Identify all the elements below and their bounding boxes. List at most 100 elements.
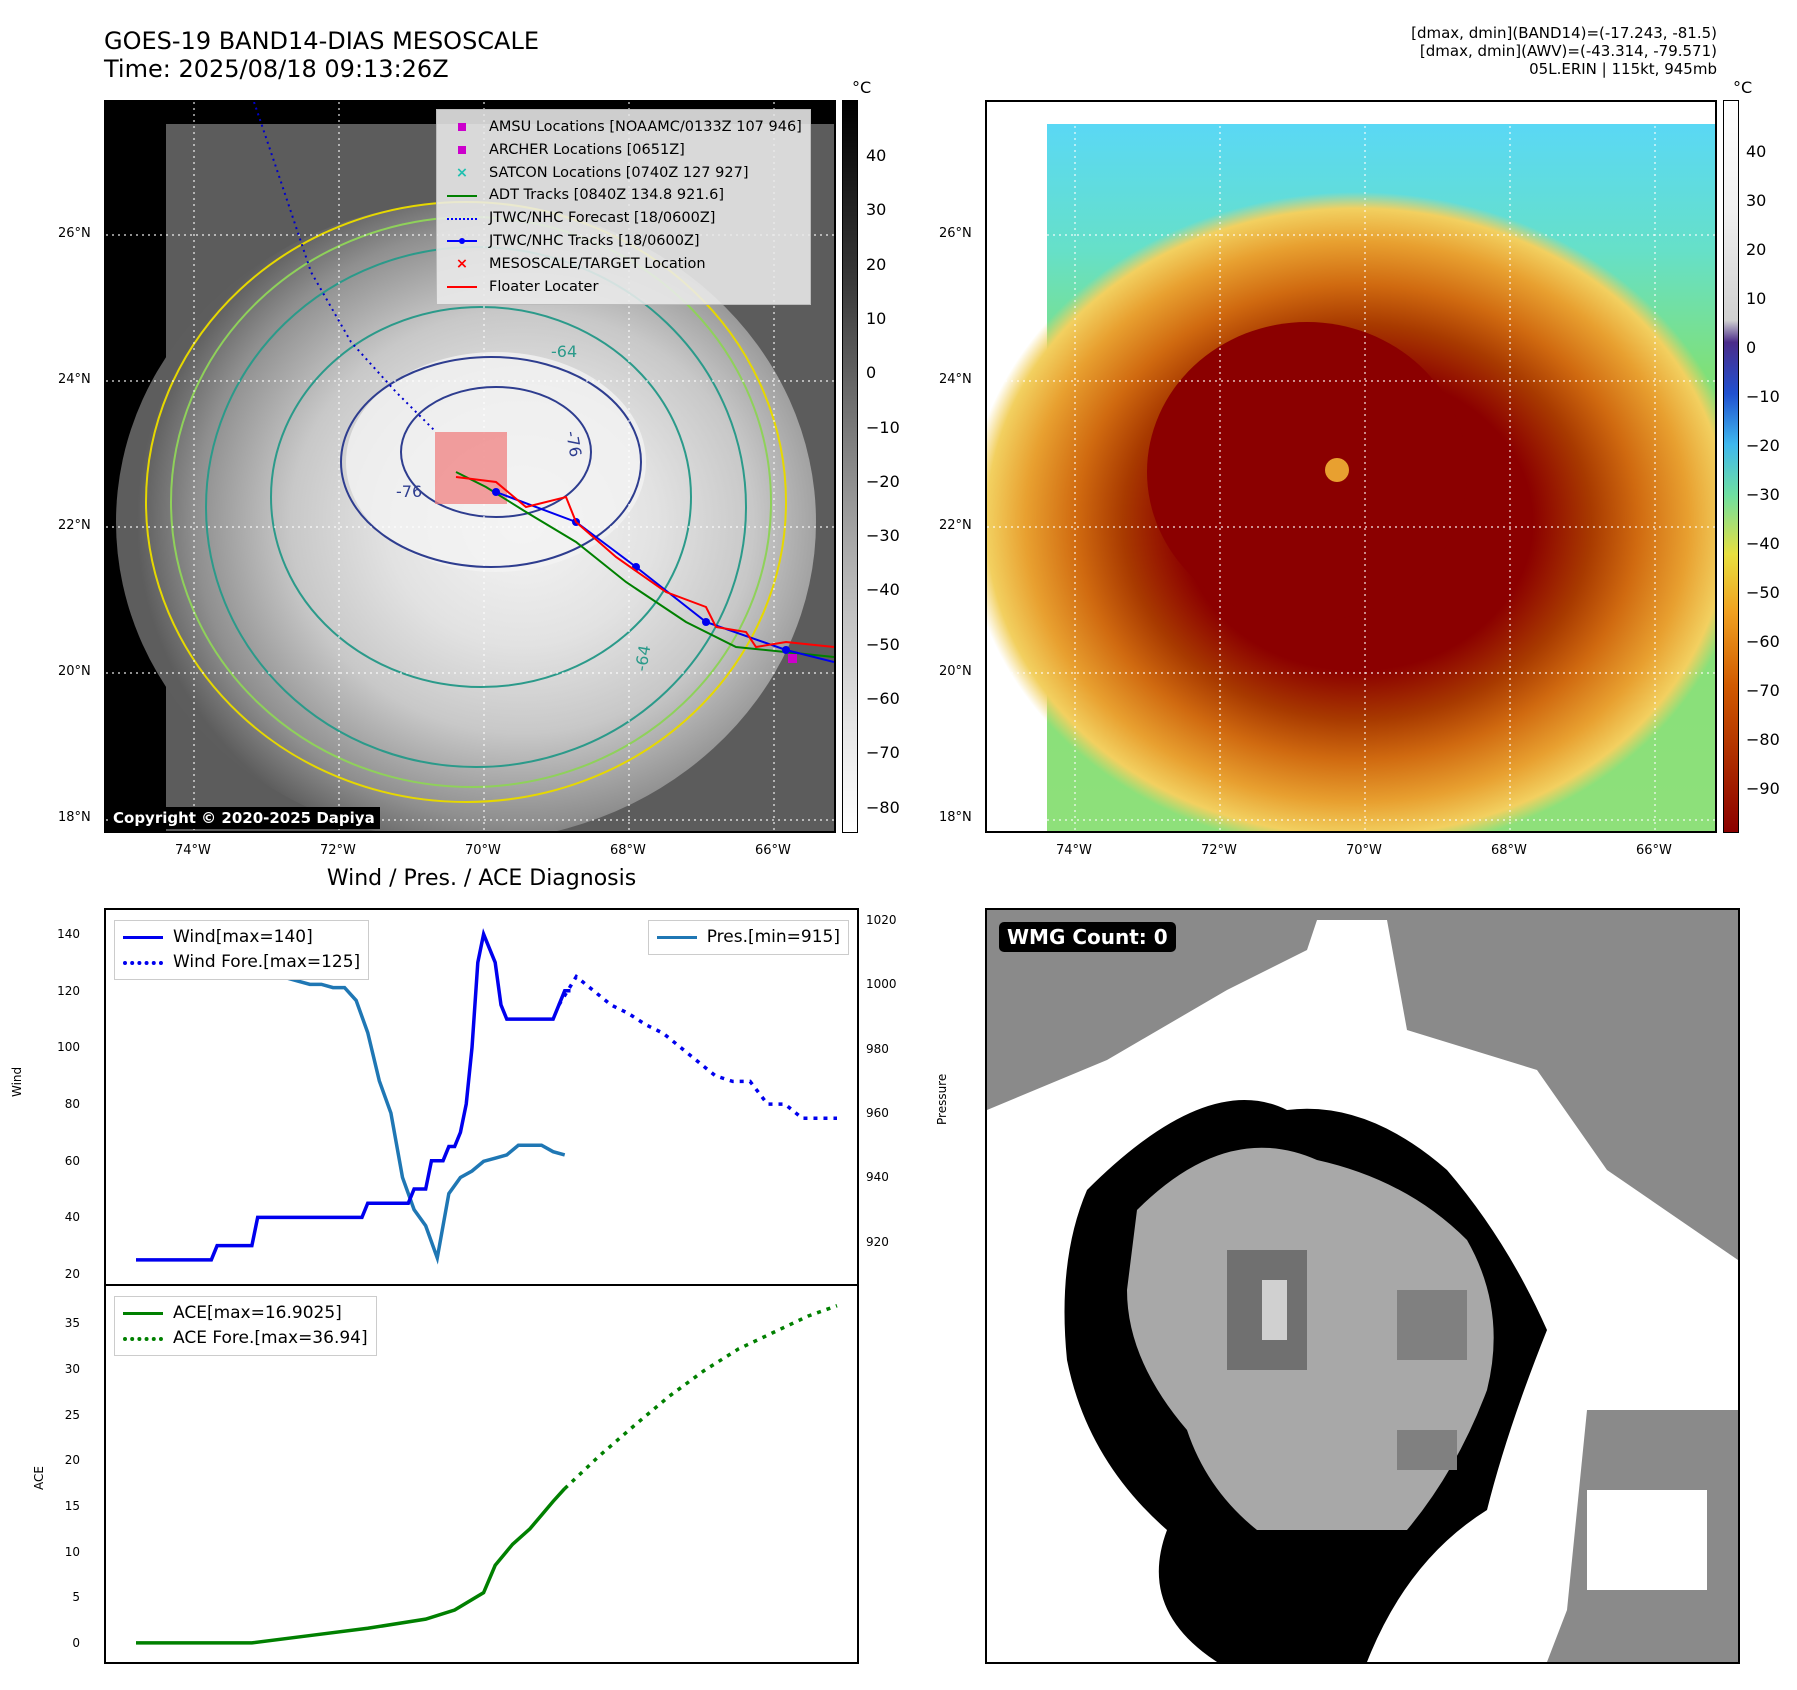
pressure-y-tick: 960 <box>866 1106 889 1121</box>
right-colorbar-tick: −50 <box>1746 583 1780 602</box>
left-colorbar-tick: 0 <box>866 363 877 383</box>
contour-label: -76 <box>396 482 422 501</box>
left-colorbar <box>842 100 858 833</box>
ace-line <box>136 1487 567 1645</box>
ace-y-tick: 20 <box>64 1453 80 1468</box>
wmg-panel: WMG Count: 0 <box>985 908 1740 1664</box>
left-colorbar-tick: −40 <box>866 580 900 600</box>
right-colorbar-tick: −60 <box>1746 632 1780 651</box>
pressure-y-tick: 1020 <box>866 913 897 927</box>
awv-grid <box>987 102 1715 831</box>
pressure-y-tick: 920 <box>866 1234 889 1249</box>
copyright-label: Copyright © 2020-2025 Dapiya <box>108 807 380 829</box>
storm-info: 05L.ERIN | 115kt, 945mb <box>1529 60 1717 78</box>
right-colorbar-tick: 30 <box>1746 191 1767 210</box>
right-colorbar-tick: 20 <box>1746 240 1767 259</box>
lon-label: 68°W <box>1491 843 1527 858</box>
ir-map-panel: -64 -76 -76 -64 AMSU Locations [NOAAMC/0… <box>104 100 836 833</box>
lat-label: 24°N <box>58 372 91 387</box>
legend-pressure: Pres.[min=915] <box>656 925 840 950</box>
right-colorbar-tick: −70 <box>1746 681 1780 700</box>
legend-item-amsu: AMSU Locations [NOAAMC/0133Z 107 946] <box>445 116 802 139</box>
legend-item-floater: Floater Locater <box>445 276 802 299</box>
lon-label: 74°W <box>175 843 211 858</box>
lat-label: 18°N <box>58 810 91 825</box>
wind-y-tick: 100 <box>57 1040 80 1055</box>
wind-y-tick: 80 <box>64 1097 80 1112</box>
right-colorbar-tick: 40 <box>1746 142 1767 161</box>
contour-label: -76 <box>562 429 585 458</box>
legend-item-forecast: JTWC/NHC Forecast [18/0600Z] <box>445 207 802 230</box>
right-colorbar-tick: −90 <box>1746 779 1780 798</box>
ace-legend: ACE[max=16.9025] ACE Fore.[max=36.94] <box>114 1296 377 1356</box>
right-colorbar-tick: −40 <box>1746 534 1780 553</box>
right-colorbar-tick: 10 <box>1746 289 1767 308</box>
ace-y-tick: 0 <box>72 1635 80 1650</box>
lat-label: 20°N <box>58 664 91 679</box>
right-colorbar-tick: −10 <box>1746 387 1780 406</box>
wind-y-tick: 140 <box>57 927 80 942</box>
stats-header: [dmax, dmin](BAND14)=(-17.243, -81.5) [d… <box>1411 24 1717 78</box>
pressure-y-tick: 940 <box>866 1170 889 1185</box>
lat-label: 24°N <box>939 372 972 387</box>
legend-wind: Wind[max=140] <box>123 925 360 950</box>
lon-label: 72°W <box>1201 843 1237 858</box>
left-colorbar-tick: −10 <box>866 417 900 437</box>
ace-panel: ACE[max=16.9025] ACE Fore.[max=36.94] <box>104 1284 859 1664</box>
lat-label: 22°N <box>939 518 972 533</box>
lon-label: 70°W <box>1346 843 1382 858</box>
lat-label: 26°N <box>939 226 972 241</box>
pressure-legend: Pres.[min=915] <box>647 920 849 955</box>
ace-y-tick: 10 <box>64 1544 80 1559</box>
left-colorbar-tick: −80 <box>866 797 900 817</box>
right-colorbar-tick: −80 <box>1746 730 1780 749</box>
pressure-axis-label: Pressure <box>935 1073 949 1125</box>
wind-axis-label: Wind <box>10 1066 24 1097</box>
wmg-count-badge: WMG Count: 0 <box>999 922 1176 952</box>
lon-label: 70°W <box>465 843 501 858</box>
wmg-image <box>987 910 1738 1662</box>
left-colorbar-unit: °C <box>852 78 872 97</box>
ace-axis-label: ACE <box>32 1466 46 1490</box>
legend-item-satcon: × SATCON Locations [0740Z 127 927] <box>455 164 749 181</box>
right-colorbar <box>1723 100 1739 833</box>
forecast-track <box>253 102 437 433</box>
ace-chart <box>136 1304 838 1645</box>
pressure-y-tick: 1000 <box>866 977 897 992</box>
lat-label: 26°N <box>58 226 91 241</box>
left-colorbar-tick: 40 <box>866 146 887 165</box>
legend-wind-forecast: Wind Fore.[max=125] <box>123 950 360 975</box>
left-colorbar-tick: −20 <box>866 471 900 491</box>
wind-line <box>136 928 571 1262</box>
right-colorbar-tick: −20 <box>1746 436 1780 455</box>
awv-map-panel <box>985 100 1717 833</box>
left-colorbar-tick: 10 <box>866 308 887 328</box>
ace-y-tick: 30 <box>64 1362 80 1377</box>
right-colorbar-unit: °C <box>1733 78 1753 97</box>
contour-label: -64 <box>631 644 654 673</box>
left-colorbar-tick: −30 <box>866 526 900 546</box>
wind-pressure-panel: Wind[max=140] Wind Fore.[max=125] Pres.[… <box>104 908 859 1286</box>
lat-label: 22°N <box>58 518 91 533</box>
wind-y-tick: 40 <box>64 1210 80 1225</box>
wind-legend: Wind[max=140] Wind Fore.[max=125] <box>114 920 370 980</box>
ace-y-tick: 5 <box>72 1590 80 1605</box>
floater-locater-track <box>455 476 834 649</box>
awv-map-image <box>987 102 1715 831</box>
ace-forecast-line <box>563 1304 838 1490</box>
left-colorbar-tick: 20 <box>866 254 887 274</box>
lon-label: 66°W <box>755 843 791 858</box>
legend-item-target: × MESOSCALE/TARGET Location <box>455 255 706 272</box>
wind-y-tick: 20 <box>64 1267 80 1281</box>
wind-forecast-line <box>557 974 837 1120</box>
right-colorbar-tick: 0 <box>1746 338 1757 357</box>
stats-awv: [dmax, dmin](AWV)=(-43.314, -79.571) <box>1419 42 1717 60</box>
left-colorbar-tick: −60 <box>866 689 900 708</box>
legend-ace: ACE[max=16.9025] <box>123 1301 368 1326</box>
legend-ace-forecast: ACE Fore.[max=36.94] <box>123 1326 368 1351</box>
wind-y-tick: 120 <box>57 983 80 998</box>
lon-label: 72°W <box>320 843 356 858</box>
stats-band14: [dmax, dmin](BAND14)=(-17.243, -81.5) <box>1411 24 1717 42</box>
legend-item-tracks: JTWC/NHC Tracks [18/0600Z] <box>445 230 802 253</box>
lon-label: 74°W <box>1056 843 1092 858</box>
